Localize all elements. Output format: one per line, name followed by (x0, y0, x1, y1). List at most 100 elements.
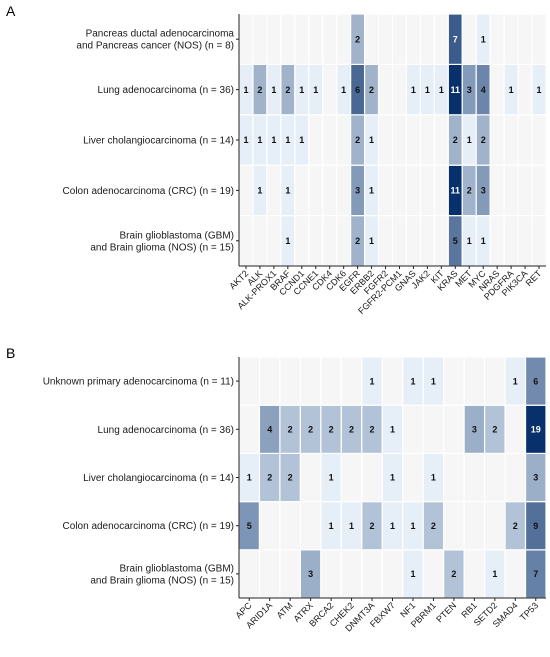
heatmap-cell (238, 549, 261, 599)
heatmap-cell (517, 114, 533, 166)
row-label: Lung adenocarcinoma (n = 36) (98, 85, 234, 96)
cell-value-label: 11 (451, 186, 461, 196)
heatmap-cell (280, 13, 296, 66)
heatmap-cell (363, 13, 380, 66)
cell-value-label: 1 (257, 135, 262, 145)
heatmap-cell (433, 215, 449, 267)
cell-value-label: 1 (341, 85, 346, 95)
cell-value-label: 1 (369, 186, 374, 196)
heatmap-cell (340, 549, 363, 599)
heatmap-cell (266, 215, 282, 267)
heatmap-cell (419, 215, 435, 267)
cell-value-label: 5 (453, 236, 458, 246)
heatmap-cell (489, 114, 505, 166)
heatmap-cell (308, 13, 324, 66)
cell-value-label: 1 (537, 85, 542, 95)
heatmap-cell (422, 549, 445, 599)
cell-value-label: 2 (288, 473, 293, 483)
heatmap-cell (238, 13, 254, 66)
cell-value-label: 2 (492, 425, 497, 435)
heatmap-cell (419, 114, 435, 166)
cell-value-label: 1 (370, 376, 375, 386)
cell-value-label: 2 (288, 425, 293, 435)
cell-value-label: 6 (533, 376, 538, 386)
heatmap-cell (238, 164, 254, 217)
heatmap-cell (308, 164, 324, 217)
heatmap-cell (377, 164, 394, 217)
heatmap-cell (531, 114, 547, 166)
cell-value-label: 1 (299, 85, 304, 95)
heatmap-cell (308, 215, 324, 267)
heatmap-cell (391, 114, 408, 166)
heatmap-cell (322, 114, 338, 166)
heatmap-cell (524, 356, 547, 406)
cell-value-label: 2 (267, 473, 272, 483)
cell-value-label: 1 (492, 569, 497, 579)
heatmap-cell (391, 215, 408, 267)
cell-value-label: 2 (308, 425, 313, 435)
cell-value-label: 2 (355, 34, 360, 44)
heatmap-cell (402, 452, 424, 503)
heatmap-cell (531, 164, 547, 217)
heatmap-cell (531, 215, 547, 267)
cell-value-label: 2 (453, 135, 458, 145)
cell-value-label: 7 (453, 34, 458, 44)
row-label: Unknown primary adenocarcinoma (n = 11) (43, 377, 234, 388)
heatmap-cell (463, 501, 486, 551)
cell-value-label: 1 (481, 236, 486, 246)
cell-value-label: 1 (467, 236, 472, 246)
heatmap-cell (422, 404, 445, 455)
cell-value-label: 2 (467, 186, 472, 196)
cell-value-label: 1 (313, 85, 318, 95)
heatmap-cell (258, 501, 281, 551)
cell-value-label: 1 (410, 376, 415, 386)
heatmap-cell (336, 114, 352, 166)
heatmap-cell (443, 501, 465, 551)
heatmap-cell (433, 114, 449, 166)
heatmap-cell (381, 549, 404, 599)
heatmap-cell (322, 13, 338, 66)
heatmap-cell (443, 452, 465, 503)
heatmap-cell (336, 215, 352, 267)
heatmap-cell (443, 404, 465, 455)
heatmap-cell (531, 13, 547, 66)
heatmap-cell (433, 164, 449, 217)
heatmap-cell (377, 63, 394, 116)
heatmap-cell (294, 215, 310, 267)
panel-B: B 3 1 2 1 7 Brain glioblastoma (GBM)and Brain … (6, 345, 547, 634)
heatmap-cell (405, 114, 422, 166)
cell-value-label: 1 (349, 521, 354, 531)
cell-value-label: 9 (533, 521, 538, 531)
cell-value-label: 4 (267, 425, 272, 435)
cell-value-label: 2 (355, 135, 360, 145)
cell-value-label: 1 (439, 85, 444, 95)
heatmap-cell (391, 63, 408, 116)
row-label: and Brain glioma (NOS) (n = 15) (90, 575, 234, 586)
heatmap-cell (484, 501, 506, 551)
heatmap-cell (320, 356, 342, 406)
cell-value-label: 3 (308, 569, 313, 579)
heatmap-cell (340, 356, 363, 406)
heatmap-cell (381, 356, 404, 406)
heatmap-cell (405, 215, 422, 267)
column-label: PTEN (434, 600, 458, 624)
heatmap-cell (279, 501, 301, 551)
cell-value-label: 1 (390, 521, 395, 531)
cell-value-label: 1 (431, 376, 436, 386)
heatmap-cell (503, 13, 519, 66)
cell-value-label: 1 (243, 85, 248, 95)
heatmap-cell (443, 356, 465, 406)
heatmap-cell (322, 63, 338, 116)
cell-value-label: 3 (472, 425, 477, 435)
cell-value-label: 3 (467, 85, 472, 95)
cell-value-label: 1 (271, 85, 276, 95)
cell-value-label: 1 (247, 473, 252, 483)
heatmap-cell (238, 215, 254, 267)
heatmap-cell (320, 549, 342, 599)
heatmap-cell (361, 549, 383, 599)
cell-value-label: 1 (271, 135, 276, 145)
cell-value-label: 1 (369, 236, 374, 246)
cell-value-label: 1 (243, 135, 248, 145)
cell-value-label: 1 (369, 135, 374, 145)
